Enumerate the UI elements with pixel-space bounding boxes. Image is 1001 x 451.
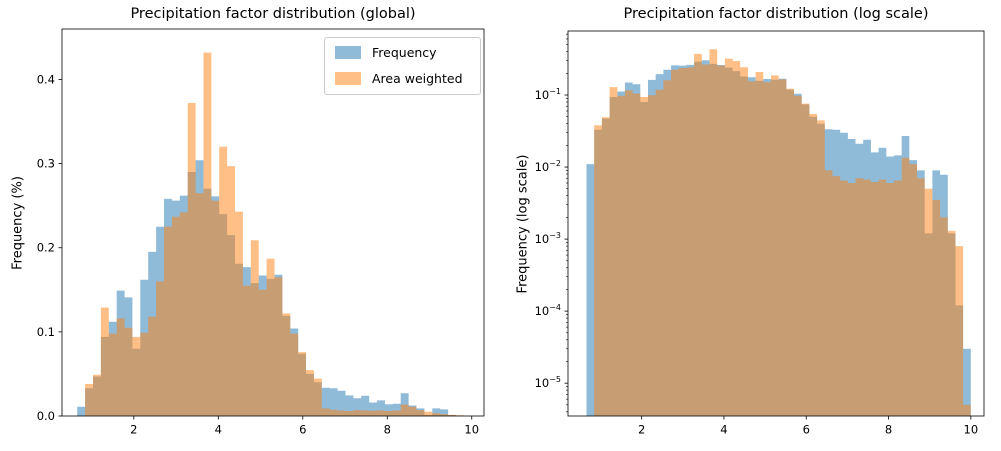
x-tick-label: 8 [885, 423, 892, 437]
x-tick-label: 4 [720, 423, 727, 437]
x-tick-label: 6 [299, 423, 306, 437]
y-tick-label: 10−2 [535, 159, 561, 174]
legend-item-area-weighted: Area weighted [335, 71, 470, 86]
legend-item-frequency: Frequency [335, 45, 470, 60]
y-tick-label: 10−1 [535, 87, 561, 102]
y-tick-label: 10−3 [535, 231, 561, 246]
y-axis: 10−1 10−2 10−3 10−4 10−5 [535, 33, 568, 413]
x-tick-label: 4 [215, 423, 222, 437]
y-tick-label: 10−5 [535, 375, 561, 390]
chart-title-log: Precipitation factor distribution (log s… [623, 6, 929, 22]
y-tick-label: 0.3 [37, 157, 55, 171]
x-tick-label: 10 [964, 423, 979, 437]
y-axis-label-global: Frequency (%) [10, 176, 26, 270]
x-tick-label: 2 [638, 423, 645, 437]
legend-swatch-frequency-icon [335, 46, 361, 59]
legend-swatch-area-weighted-icon [335, 72, 361, 85]
x-tick-label: 6 [803, 423, 810, 437]
plot-border [61, 28, 485, 417]
y-tick-label: 10−4 [535, 303, 561, 318]
plot-border [567, 30, 985, 417]
legend: Frequency Area weighted [324, 37, 481, 95]
plot-linear: 2 4 6 8 10 0.0 0.1 0.2 0.3 0.4 [37, 28, 485, 437]
bars-area-weighted [85, 52, 472, 416]
x-axis: 2 4 6 8 10 [638, 416, 978, 437]
x-tick-label: 2 [130, 423, 137, 437]
legend-label-area-weighted: Area weighted [372, 71, 463, 86]
chart-title-global: Precipitation factor distribution (globa… [130, 6, 416, 22]
y-tick-label: 0.2 [37, 241, 55, 255]
y-tick-label: 0.0 [37, 409, 55, 423]
x-tick-label: 8 [384, 423, 391, 437]
plot-log: 2 4 6 8 10 10−1 10−2 10−3 10−4 10−5 [535, 30, 985, 437]
y-tick-label: 0.4 [37, 72, 55, 86]
y-tick-label: 0.1 [37, 325, 55, 339]
y-axis-label-log: Frequency (log scale) [515, 154, 531, 294]
y-axis: 0.0 0.1 0.2 0.3 0.4 [37, 72, 62, 423]
x-axis: 2 4 6 8 10 [130, 416, 479, 437]
x-tick-label: 10 [464, 423, 479, 437]
bars-area-weighted [594, 49, 971, 416]
legend-label-frequency: Frequency [372, 45, 437, 60]
